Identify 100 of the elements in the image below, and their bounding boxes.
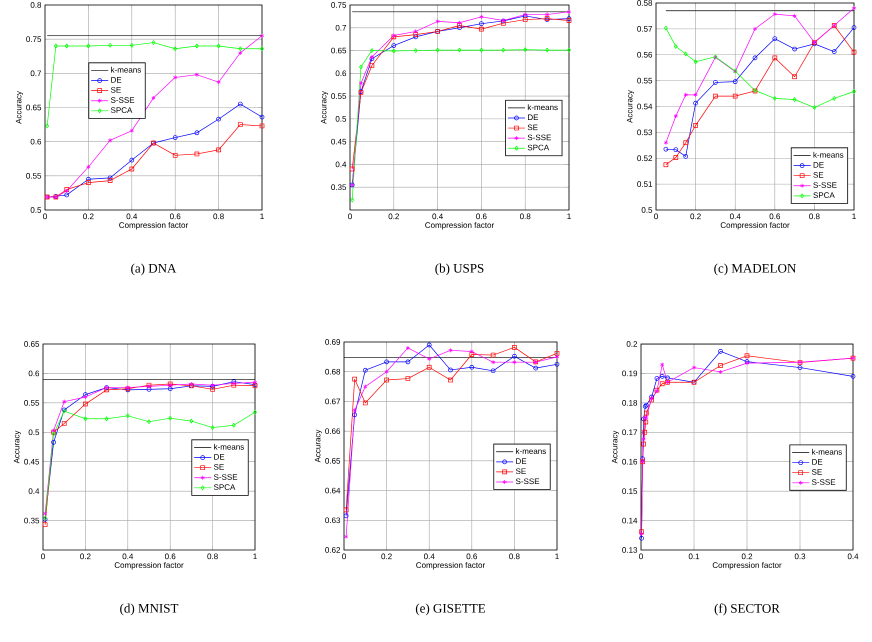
x-tick-label: 1 <box>555 554 559 560</box>
text: (d) MNIST <box>120 604 178 616</box>
y-tick-label: 0.53 <box>637 130 652 136</box>
legend-label: SE <box>812 469 822 475</box>
y-tick-label: 0.7 <box>336 24 346 31</box>
y-tick-label: 0.54 <box>637 104 652 110</box>
legend-label: S-SSE <box>812 479 836 485</box>
legend-label: k-means <box>812 448 842 455</box>
legend-label: SE <box>110 87 121 93</box>
y-tick-label: 0.55 <box>637 78 652 84</box>
legend-label: k-means <box>214 444 244 450</box>
y-tick-label: 0.6 <box>336 70 346 76</box>
legend-label: DE <box>111 77 122 83</box>
y-tick-label: 0.63 <box>325 517 340 524</box>
legend-label: SPCA <box>813 192 835 198</box>
y-axis-title: Accuracy <box>314 430 322 462</box>
y-tick-label: 0.6 <box>30 138 42 144</box>
y-tick-label: 0.75 <box>331 2 346 8</box>
x-axis-title: Compression factor <box>712 562 782 570</box>
y-tick-label: 0.18 <box>622 400 638 406</box>
legend-label: DE <box>528 114 538 120</box>
y-tick-label: 0.5 <box>28 429 40 436</box>
y-tick-label: 0.19 <box>622 370 638 376</box>
x-tick-label: 0.2 <box>381 554 392 560</box>
y-tick-label: 0.68 <box>325 368 340 375</box>
y-tick-label: 0.65 <box>24 341 40 347</box>
x-tick-label: 0 <box>639 554 643 560</box>
x-tick-label: 0.8 <box>520 214 530 220</box>
x-tick-label: 0 <box>41 554 45 560</box>
y-tick-label: 0.55 <box>331 93 346 99</box>
x-tick-label: 0 <box>342 554 346 560</box>
y-tick-label: 0.5 <box>336 116 346 122</box>
y-tick-label: 0.56 <box>637 52 652 58</box>
x-tick-label: 0.2 <box>742 554 752 560</box>
y-tick-label: 0.4 <box>336 162 346 168</box>
legend-label: SE <box>516 468 526 474</box>
x-tick-label: 1 <box>567 214 571 220</box>
y-tick-label: 0.64 <box>325 488 340 494</box>
legend-label: S-SSE <box>214 474 238 480</box>
x-tick-label: 0.4 <box>126 214 138 220</box>
y-axis-title: Accuracy <box>626 90 634 123</box>
legend-label: S-SSE <box>813 182 837 188</box>
y-tick-label: 0.45 <box>331 138 346 144</box>
legend-label: S-SSE <box>516 478 540 484</box>
legend-label: SE <box>214 464 224 470</box>
x-tick-label: 0.4 <box>424 554 435 560</box>
legend-label: DE <box>516 458 526 464</box>
y-tick-label: 0.17 <box>622 429 638 436</box>
x-tick-label: 0.4 <box>848 554 858 560</box>
x-tick-label: 0.8 <box>509 554 520 560</box>
x-tick-label: 0.4 <box>730 214 741 220</box>
y-tick-label: 0.58 <box>637 0 652 6</box>
x-axis-title: Compression factor <box>119 222 188 230</box>
x-tick-label: 0.8 <box>213 214 224 220</box>
y-axis-title: Accuracy <box>612 430 620 464</box>
y-tick-label: 0.6 <box>28 370 40 376</box>
y-tick-label: 0.4 <box>28 488 40 494</box>
legend-label: DE <box>812 459 822 465</box>
y-tick-label: 0.15 <box>622 488 638 494</box>
legend-label: SE <box>528 124 538 130</box>
x-tick-label: 0.2 <box>80 554 91 560</box>
x-tick-label: 0.4 <box>432 214 443 220</box>
y-tick-label: 0.75 <box>26 36 42 42</box>
x-tick-label: 0.6 <box>164 554 176 560</box>
x-tick-label: 0.6 <box>476 214 487 220</box>
x-tick-label: 0.2 <box>388 214 399 220</box>
y-tick-label: 0.65 <box>325 458 340 464</box>
y-tick-label: 0.5 <box>642 207 652 213</box>
y-tick-label: 0.55 <box>26 173 42 179</box>
y-tick-label: 0.62 <box>325 547 340 553</box>
x-tick-label: 0.2 <box>690 214 701 220</box>
legend-label: k-means <box>516 448 546 454</box>
legend-label: k-means <box>528 104 558 110</box>
y-tick-label: 0.7 <box>30 70 42 76</box>
y-tick-label: 0.52 <box>637 155 652 162</box>
x-tick-label: 1 <box>253 554 257 560</box>
legend-label: k-means <box>111 66 141 73</box>
y-tick-label: 0.2 <box>626 341 638 347</box>
y-tick-label: 0.57 <box>637 26 652 32</box>
y-tick-label: 0.69 <box>325 339 340 345</box>
text: (f) SECTOR <box>714 604 780 616</box>
x-axis-title: Compression factor <box>425 222 494 230</box>
y-tick-label: 0.35 <box>24 518 40 524</box>
x-tick-label: 0.8 <box>809 214 820 220</box>
x-tick-label: 1 <box>852 214 856 220</box>
y-tick-label: 0.66 <box>325 428 340 434</box>
y-tick-label: 0.35 <box>331 184 346 190</box>
legend-label: SPCA <box>110 107 132 113</box>
x-tick-label: 0.4 <box>122 554 134 560</box>
x-tick-label: 0.6 <box>170 214 180 220</box>
legend-label: S-SSE <box>110 97 134 103</box>
x-axis-title: Compression factor <box>114 562 184 570</box>
legend-label: DE <box>814 162 824 168</box>
x-tick-label: 0 <box>43 214 47 220</box>
y-tick-label: 0.55 <box>24 400 40 406</box>
y-axis-title: Accuracy <box>16 91 24 124</box>
x-axis-title: Compression factor <box>416 562 486 570</box>
y-tick-label: 0.65 <box>331 48 346 54</box>
y-tick-label: 0.45 <box>24 458 40 465</box>
legend-label: k-means <box>814 152 844 158</box>
